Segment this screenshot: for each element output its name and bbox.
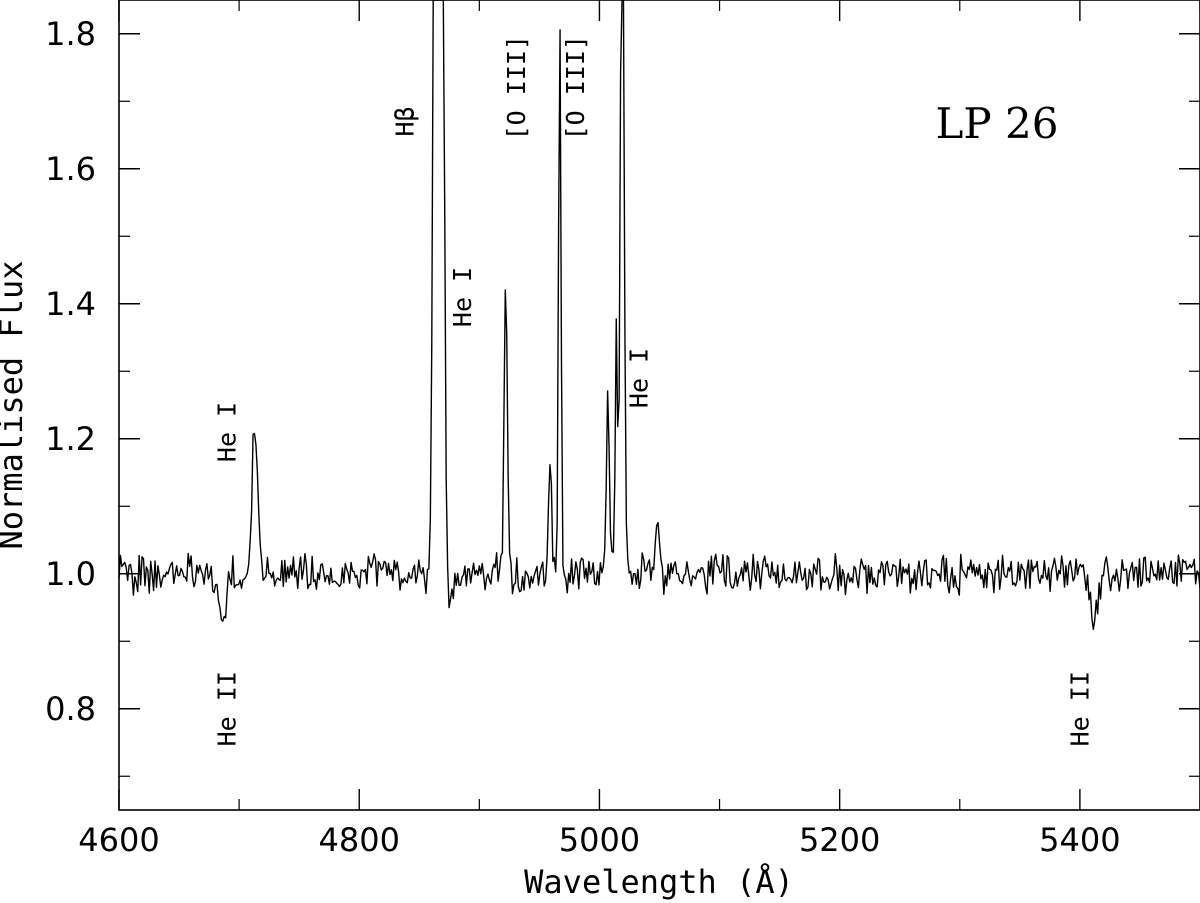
y-tick-label: 1.8 (45, 15, 96, 53)
spectral-line-label: [O III] (502, 35, 531, 140)
spectrum-line (118, 0, 1200, 630)
x-tick-label: 5000 (559, 821, 640, 859)
chart-annotation-title: LP 26 (936, 99, 1059, 148)
plot-frame (118, 0, 1200, 811)
line-annotations: Hβ He I [O III] [O III] He I He I He II He II (213, 35, 1095, 746)
x-axis-label: Wavelength (Å) (524, 863, 794, 901)
spectral-line-label: He I (213, 402, 242, 462)
spectral-line-label: Hβ (390, 106, 419, 136)
x-tick-label: 5200 (799, 821, 880, 859)
y-tick-label: 0.8 (45, 690, 96, 728)
x-tick-label: 4800 (319, 821, 400, 859)
plot-area: 4600 4800 5000 5200 5400 0.81.01.21.41.61.8 … (45, 0, 1200, 859)
x-tick-label: 5400 (1039, 821, 1120, 859)
spectral-line-label: He I (448, 267, 477, 327)
y-axis-ticks (119, 33, 1200, 777)
y-tick-label: 1.6 (45, 150, 96, 188)
y-axis-label: Normalised Flux (0, 261, 30, 550)
y-tick-label: 1.0 (45, 555, 96, 593)
x-axis-tick-labels: 4600 4800 5000 5200 5400 (78, 821, 1120, 859)
y-tick-label: 1.4 (45, 285, 96, 323)
spectral-line-label: He I (624, 348, 653, 408)
y-tick-label: 1.2 (45, 420, 96, 458)
x-axis-ticks (118, 0, 1200, 810)
spectral-line-label: He II (1065, 671, 1094, 746)
y-axis-tick-labels: 0.8 1.0 1.2 1.4 1.6 1.8 (45, 15, 96, 728)
spectral-line-label: He II (213, 671, 242, 746)
spectral-line-label: [O III] (561, 35, 590, 140)
x-tick-label: 4600 (78, 821, 159, 859)
